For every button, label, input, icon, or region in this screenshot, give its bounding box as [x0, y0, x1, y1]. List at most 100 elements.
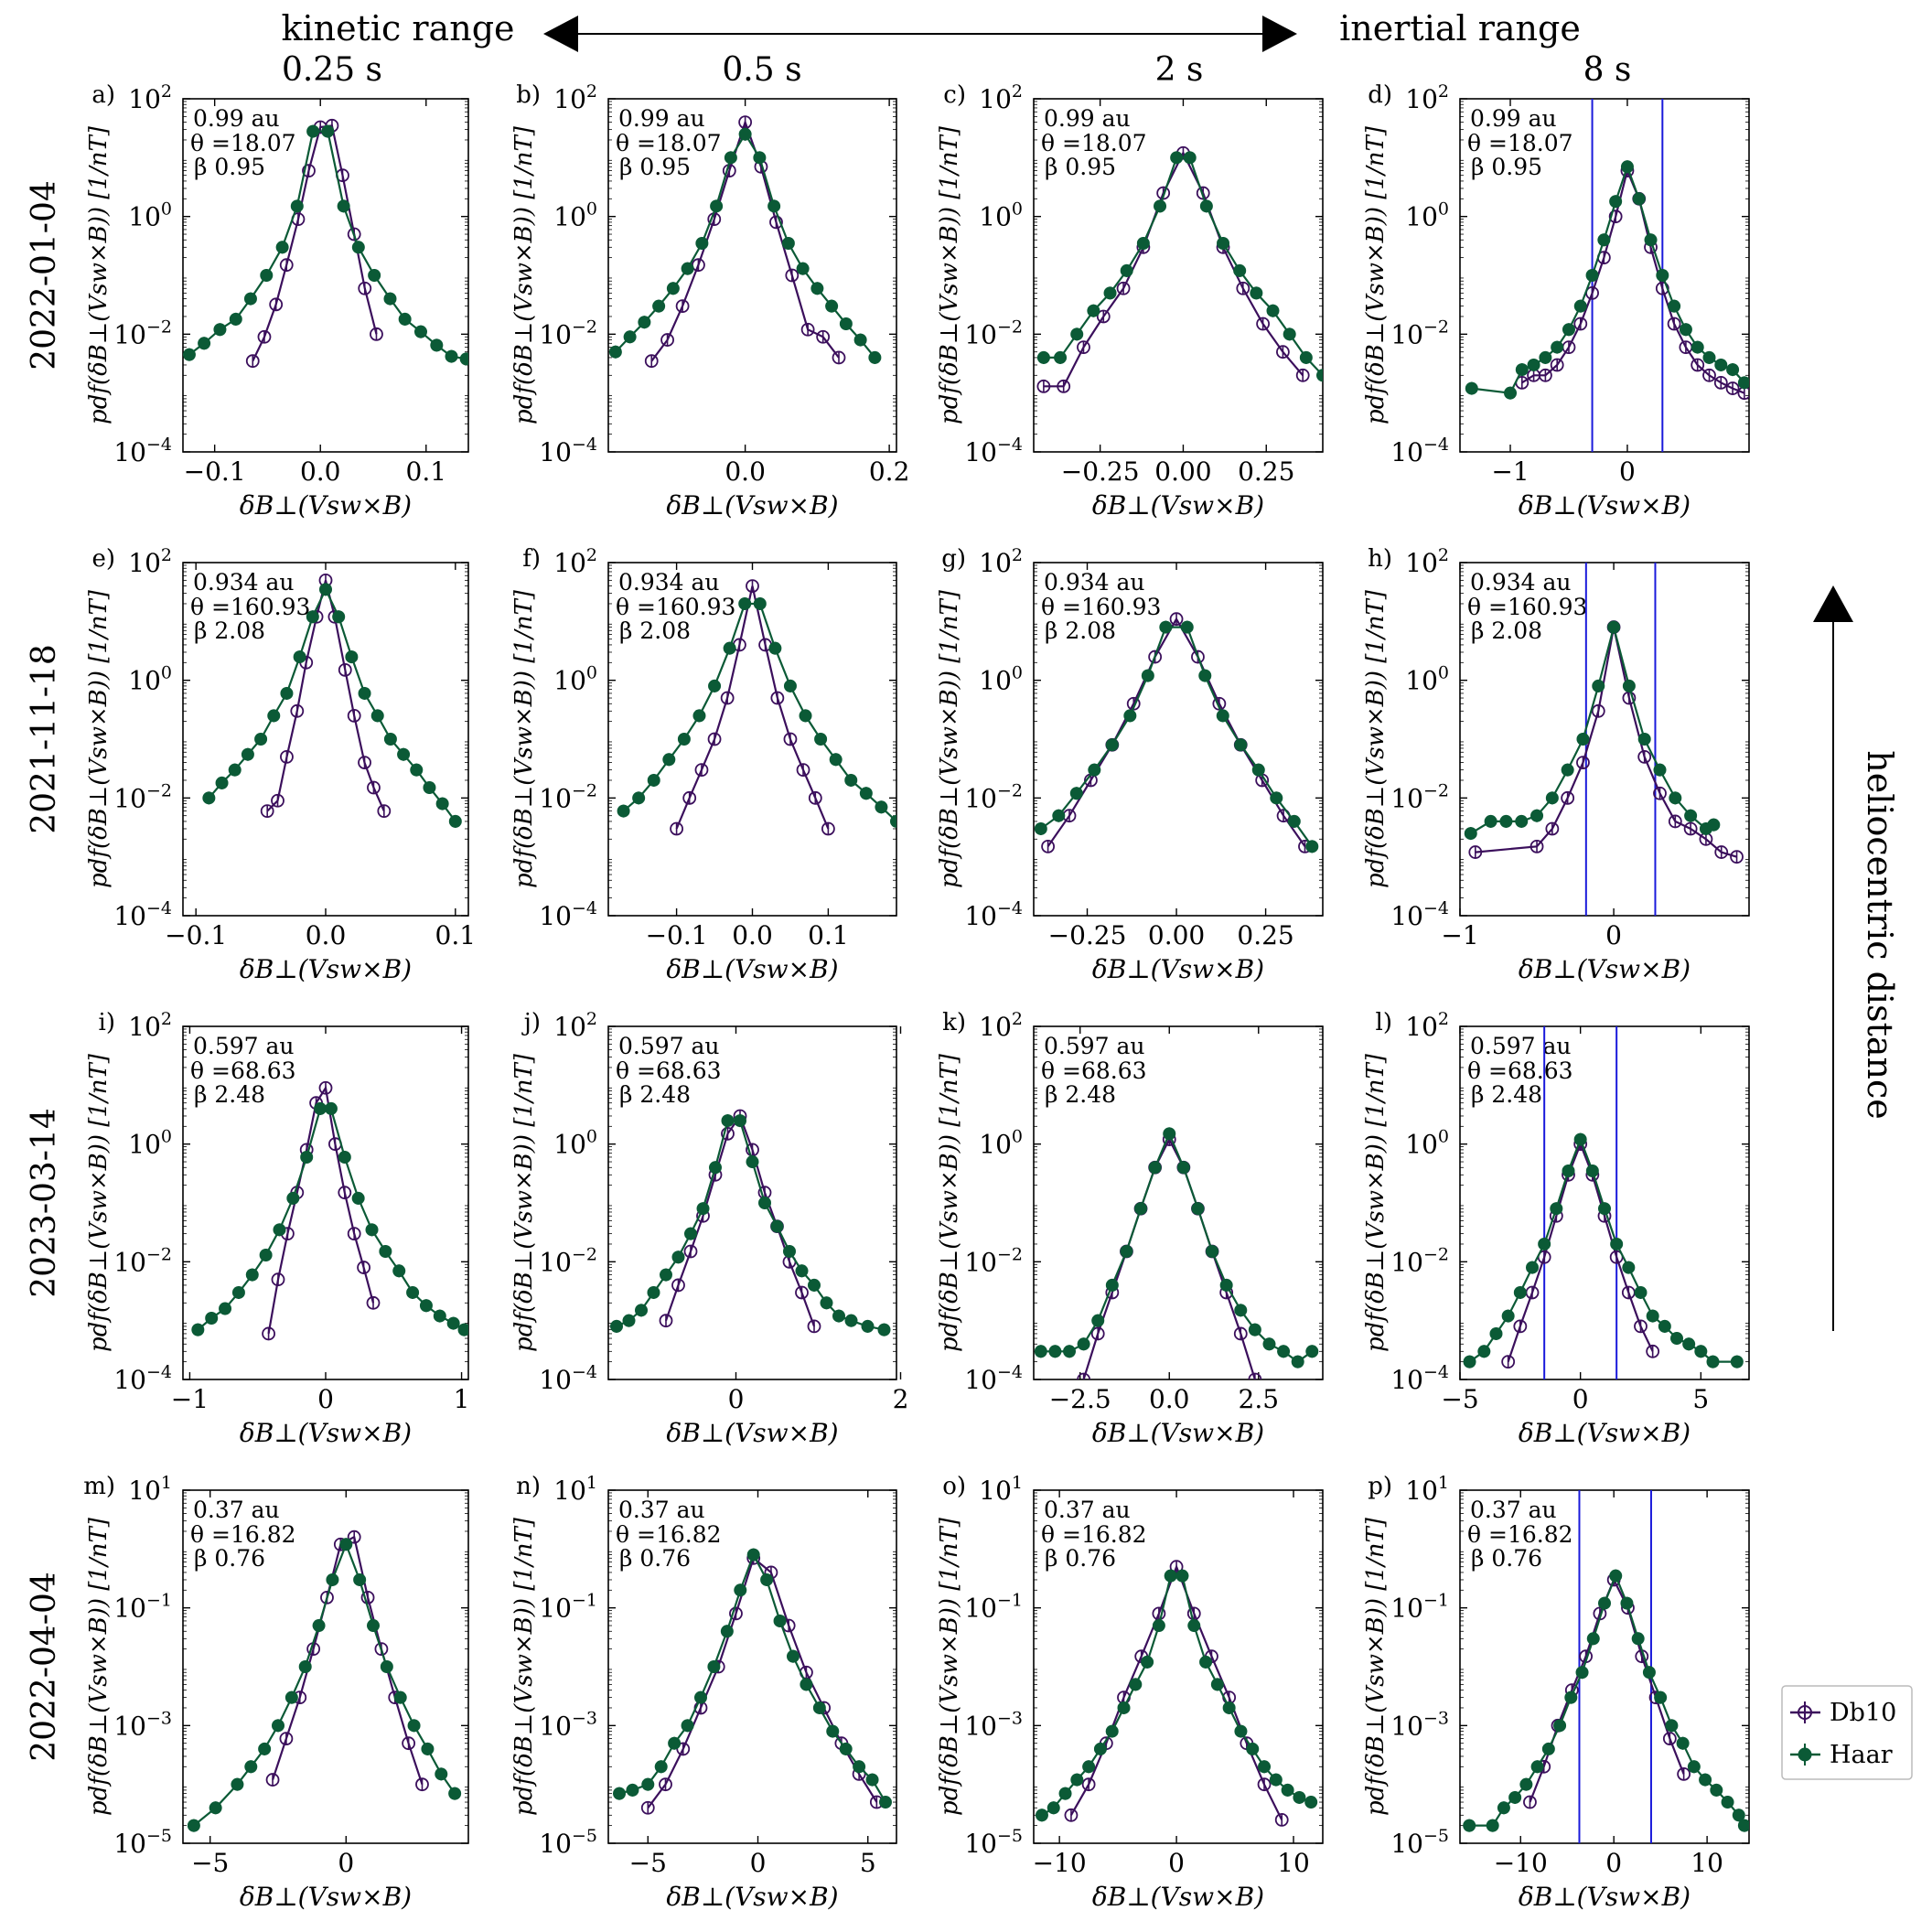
x-tick-label: −2.5 [1049, 1384, 1111, 1414]
data-point-db10 [1090, 1326, 1105, 1341]
data-point-haar [1191, 1202, 1205, 1216]
data-point-haar [746, 1548, 760, 1562]
data-point-db10 [1713, 375, 1728, 390]
data-point-haar [839, 1742, 853, 1755]
data-point-haar [1154, 199, 1167, 213]
y-axis-label: pdf(δB⊥(Vsw×B)) [1/nT] [1362, 1053, 1390, 1352]
data-point-haar [205, 1312, 219, 1326]
y-axis-label: pdf(δB⊥(Vsw×B)) [1/nT] [936, 125, 963, 424]
data-point-db10 [670, 821, 684, 836]
data-point-db10 [415, 1777, 429, 1792]
scale-labels: 0.25 s 0.5 s 2 s 8 s [282, 51, 1631, 89]
data-point-haar [1538, 1237, 1551, 1250]
panel-letter: p) [1368, 1473, 1392, 1500]
x-axis-label: δB⊥(Vsw×B) [1092, 490, 1264, 521]
data-point-haar [1646, 1309, 1659, 1323]
data-point-haar [1632, 192, 1646, 206]
x-axis-label: δB⊥(Vsw×B) [666, 490, 838, 521]
data-point-haar [1551, 340, 1564, 354]
data-point-haar [826, 1724, 840, 1738]
plot-area [202, 573, 462, 828]
y-tick-label: 102 [979, 81, 1023, 114]
x-axis-label: δB⊥(Vsw×B) [1519, 1882, 1690, 1912]
data-point-haar [1088, 763, 1101, 777]
data-point-haar [666, 282, 680, 295]
data-point-haar [783, 1245, 796, 1259]
theta-annotation: θ =68.63 [616, 1057, 722, 1084]
data-point-haar [1183, 151, 1197, 165]
data-point-haar [746, 1155, 759, 1169]
data-point-haar [1564, 1690, 1578, 1704]
panel-k: k) 10−4 10−2 100 102 −2.5 0.0 2.5 pdf(δB⊥(Vsw×B)… [936, 1009, 1324, 1448]
data-point-haar [1598, 1202, 1611, 1216]
data-point-haar [1170, 151, 1184, 165]
y-tick-label: 100 [979, 1127, 1023, 1160]
data-point-db10 [302, 164, 316, 178]
y-tick-label: 10−4 [1390, 1362, 1449, 1395]
beta-annotation: β 2.48 [619, 1081, 691, 1108]
series-line-db10 [647, 1556, 878, 1809]
data-point-db10 [796, 763, 810, 778]
x-tick-label: −1 [1441, 920, 1478, 950]
data-point-db10 [795, 1285, 809, 1300]
data-point-haar [890, 814, 896, 828]
data-point-db10 [279, 258, 294, 273]
data-point-haar [668, 1736, 682, 1750]
data-point-db10 [640, 1800, 655, 1815]
x-tick-label: 0.1 [808, 920, 849, 950]
data-point-db10 [245, 354, 260, 369]
panel-letter: e) [91, 545, 115, 573]
theta-annotation: θ =18.07 [190, 130, 296, 156]
beta-annotation: β 2.08 [194, 617, 265, 644]
data-point-haar [799, 709, 812, 723]
plot-area [1034, 612, 1319, 853]
data-point-haar [812, 1701, 826, 1714]
data-point-haar [1598, 1596, 1611, 1610]
data-point-haar [652, 299, 666, 313]
data-point-haar [1550, 1202, 1563, 1216]
y-tick-label: 10−2 [964, 780, 1023, 813]
beta-annotation: β 0.95 [1045, 154, 1116, 180]
x-tick-label: 0.0 [1149, 1384, 1190, 1414]
plot-frame [1033, 1489, 1324, 1844]
data-point-haar [1103, 286, 1117, 300]
data-point-haar [1465, 381, 1478, 395]
data-point-db10 [1530, 839, 1544, 853]
series-line-db10 [1069, 1563, 1283, 1820]
legend-label-db10: Db10 [1830, 1699, 1896, 1727]
series-line-db10 [267, 1085, 375, 1335]
data-point-db10 [377, 804, 392, 819]
x-axis-label: δB⊥(Vsw×B) [1519, 1418, 1690, 1448]
data-point-haar [219, 1302, 232, 1315]
panel-j: j) 10−4 10−2 100 102 0 2 pdf(δB⊥(Vsw×B)) [1/nT]… [510, 1009, 908, 1448]
y-tick-label: 10−5 [1390, 1826, 1449, 1859]
data-point-db10 [1248, 1372, 1262, 1379]
data-point-haar [1105, 1278, 1119, 1292]
data-point-haar [865, 1773, 879, 1787]
data-point-db10 [1169, 612, 1184, 627]
data-point-haar [1545, 791, 1559, 805]
data-point-haar [844, 1314, 858, 1327]
panel-letter: o) [942, 1473, 966, 1500]
panel-n: n) 10−5 10−3 10−1 101 −5 0 5 pdf(δB⊥(Vsw×B)) [1/… [510, 1473, 897, 1912]
data-point-haar [191, 1323, 205, 1336]
data-point-haar [228, 763, 242, 777]
panel-letter: j) [521, 1009, 541, 1036]
data-point-haar [393, 1690, 407, 1704]
distance-annotation: 0.99 au [193, 105, 280, 132]
data-point-db10 [1576, 756, 1590, 770]
data-point-haar [215, 776, 229, 789]
data-point-haar [839, 317, 853, 331]
data-point-db10 [682, 790, 697, 805]
inertial-range-label: inertial range [1339, 8, 1581, 48]
y-axis-label: pdf(δB⊥(Vsw×B)) [1/nT] [85, 1053, 113, 1352]
data-point-haar [1246, 1742, 1260, 1755]
data-point-db10 [347, 1530, 361, 1544]
beta-annotation: β 0.76 [1045, 1545, 1116, 1572]
data-point-haar [1501, 1309, 1515, 1323]
plot-frame [1033, 562, 1324, 917]
x-tick-label: 0 [728, 1384, 745, 1414]
data-point-haar [446, 1316, 460, 1330]
data-point-db10 [675, 299, 690, 314]
data-point-haar [1287, 814, 1301, 828]
